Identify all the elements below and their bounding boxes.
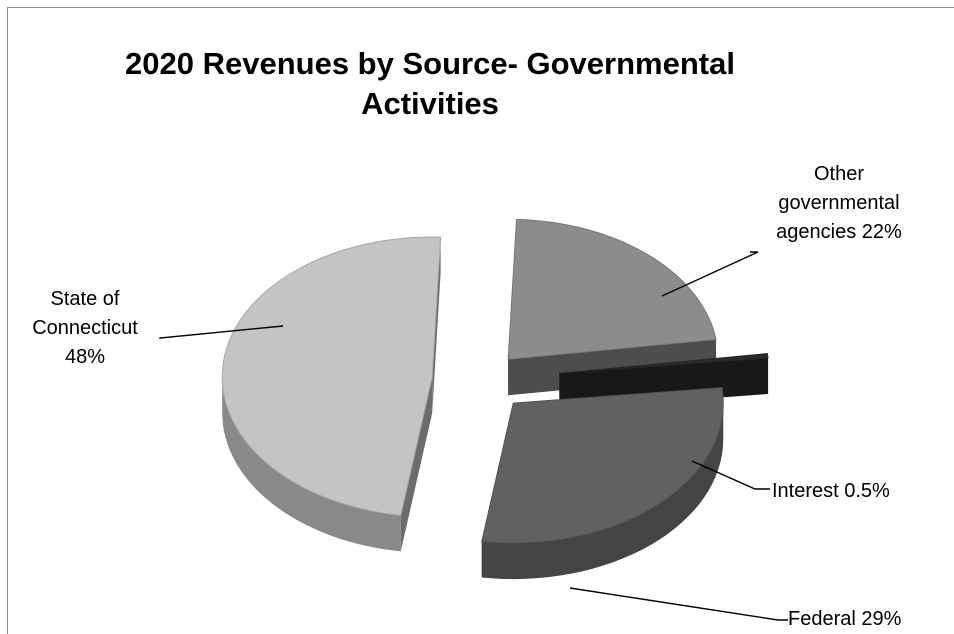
slice-label-state-of-connecticut: State of Connecticut 48% [32, 288, 138, 368]
leader-line-other-governmental-agencies [661, 251, 759, 297]
slice-label-federal: Federal 29% [788, 608, 902, 630]
pie-slice-federal [481, 387, 724, 580]
leader-line-state-of-connecticut [159, 325, 284, 339]
chart-title: 2020 Revenues by Source- Governmental Ac… [125, 46, 735, 121]
pie-slice-state-of-connecticut [221, 236, 442, 552]
slice-label-interest: Interest 0.5% [772, 480, 890, 502]
chart-frame [7, 7, 954, 634]
slice-label-other-governmental-agencies: Other governmental agencies 22% [776, 163, 902, 243]
leader-line-federal [569, 587, 788, 621]
leader-line-interest [691, 460, 770, 490]
